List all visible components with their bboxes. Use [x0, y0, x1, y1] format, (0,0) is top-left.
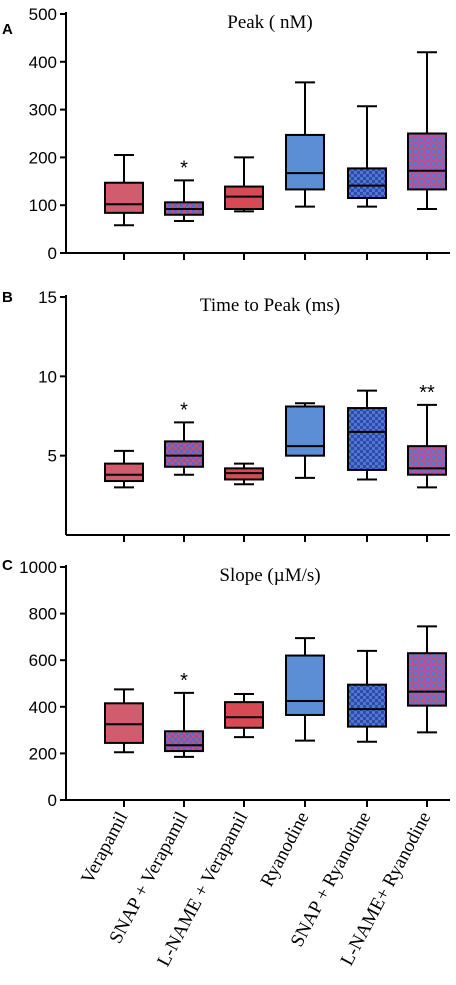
iqr-box	[347, 407, 387, 471]
significance-marker: **	[419, 382, 435, 404]
box-3	[224, 462, 264, 486]
panel-title: Peak ( nM)	[227, 12, 312, 33]
box-3	[224, 156, 264, 213]
iqr-box	[285, 405, 325, 457]
y-tick-label: 300	[29, 101, 57, 120]
y-tick-label: 10	[38, 367, 57, 386]
y-tick-label: 0	[48, 791, 57, 810]
iqr-box	[347, 167, 387, 200]
box-2	[164, 691, 204, 758]
panel-title: Slope (µM/s)	[219, 565, 320, 586]
panel-letter: C	[2, 557, 13, 574]
iqr-box	[407, 652, 447, 707]
y-tick-label: 200	[29, 744, 57, 763]
box-3	[224, 692, 264, 739]
y-tick-label: 200	[29, 148, 57, 167]
box-1	[104, 154, 144, 227]
iqr-box	[285, 654, 325, 716]
iqr-box	[407, 132, 447, 191]
panel-c: C Slope (µM/s) 0 200 400 600 800 1000 *	[2, 557, 450, 810]
y-tick-label: 0	[48, 244, 57, 263]
y-tick-label: 15	[38, 288, 57, 307]
y-tick-label: 800	[29, 605, 57, 624]
box-2	[164, 179, 204, 222]
significance-marker: *	[180, 399, 188, 421]
box-5	[347, 389, 387, 481]
iqr-box	[104, 181, 144, 214]
box-4	[285, 402, 325, 479]
box-1	[104, 688, 144, 754]
box-6	[407, 625, 447, 734]
panel-letter: A	[2, 21, 13, 38]
panel-a: A Peak ( nM) 0 100 200 300 400 500 *	[2, 5, 450, 263]
iqr-box	[224, 185, 264, 211]
category-label: Ryanodine	[257, 808, 314, 890]
iqr-box	[224, 701, 264, 729]
iqr-box	[285, 133, 325, 191]
iqr-box	[104, 702, 144, 744]
box-5	[347, 649, 387, 743]
y-tick-label: 5	[48, 447, 57, 466]
iqr-box	[104, 462, 144, 483]
panel-title: Time to Peak (ms)	[200, 295, 340, 316]
box-4	[285, 637, 325, 742]
iqr-box	[164, 730, 204, 753]
box-4	[285, 81, 325, 208]
y-tick-label: 100	[29, 196, 57, 215]
significance-marker: *	[180, 670, 188, 692]
box-1	[104, 449, 144, 489]
y-tick-label: 1000	[19, 558, 57, 577]
iqr-box	[407, 445, 447, 476]
iqr-box	[347, 683, 387, 728]
iqr-box	[164, 440, 204, 468]
category-label: Verapamil	[77, 808, 132, 887]
box-6	[407, 403, 447, 489]
panel-letter: B	[2, 289, 13, 306]
box-5	[347, 105, 387, 208]
y-tick-label: 500	[29, 5, 57, 24]
y-tick-label: 400	[29, 53, 57, 72]
y-tick-label: 400	[29, 698, 57, 717]
box-2	[164, 421, 204, 476]
y-tick-label: 600	[29, 651, 57, 670]
box-6	[407, 51, 447, 211]
significance-marker: *	[180, 157, 188, 179]
